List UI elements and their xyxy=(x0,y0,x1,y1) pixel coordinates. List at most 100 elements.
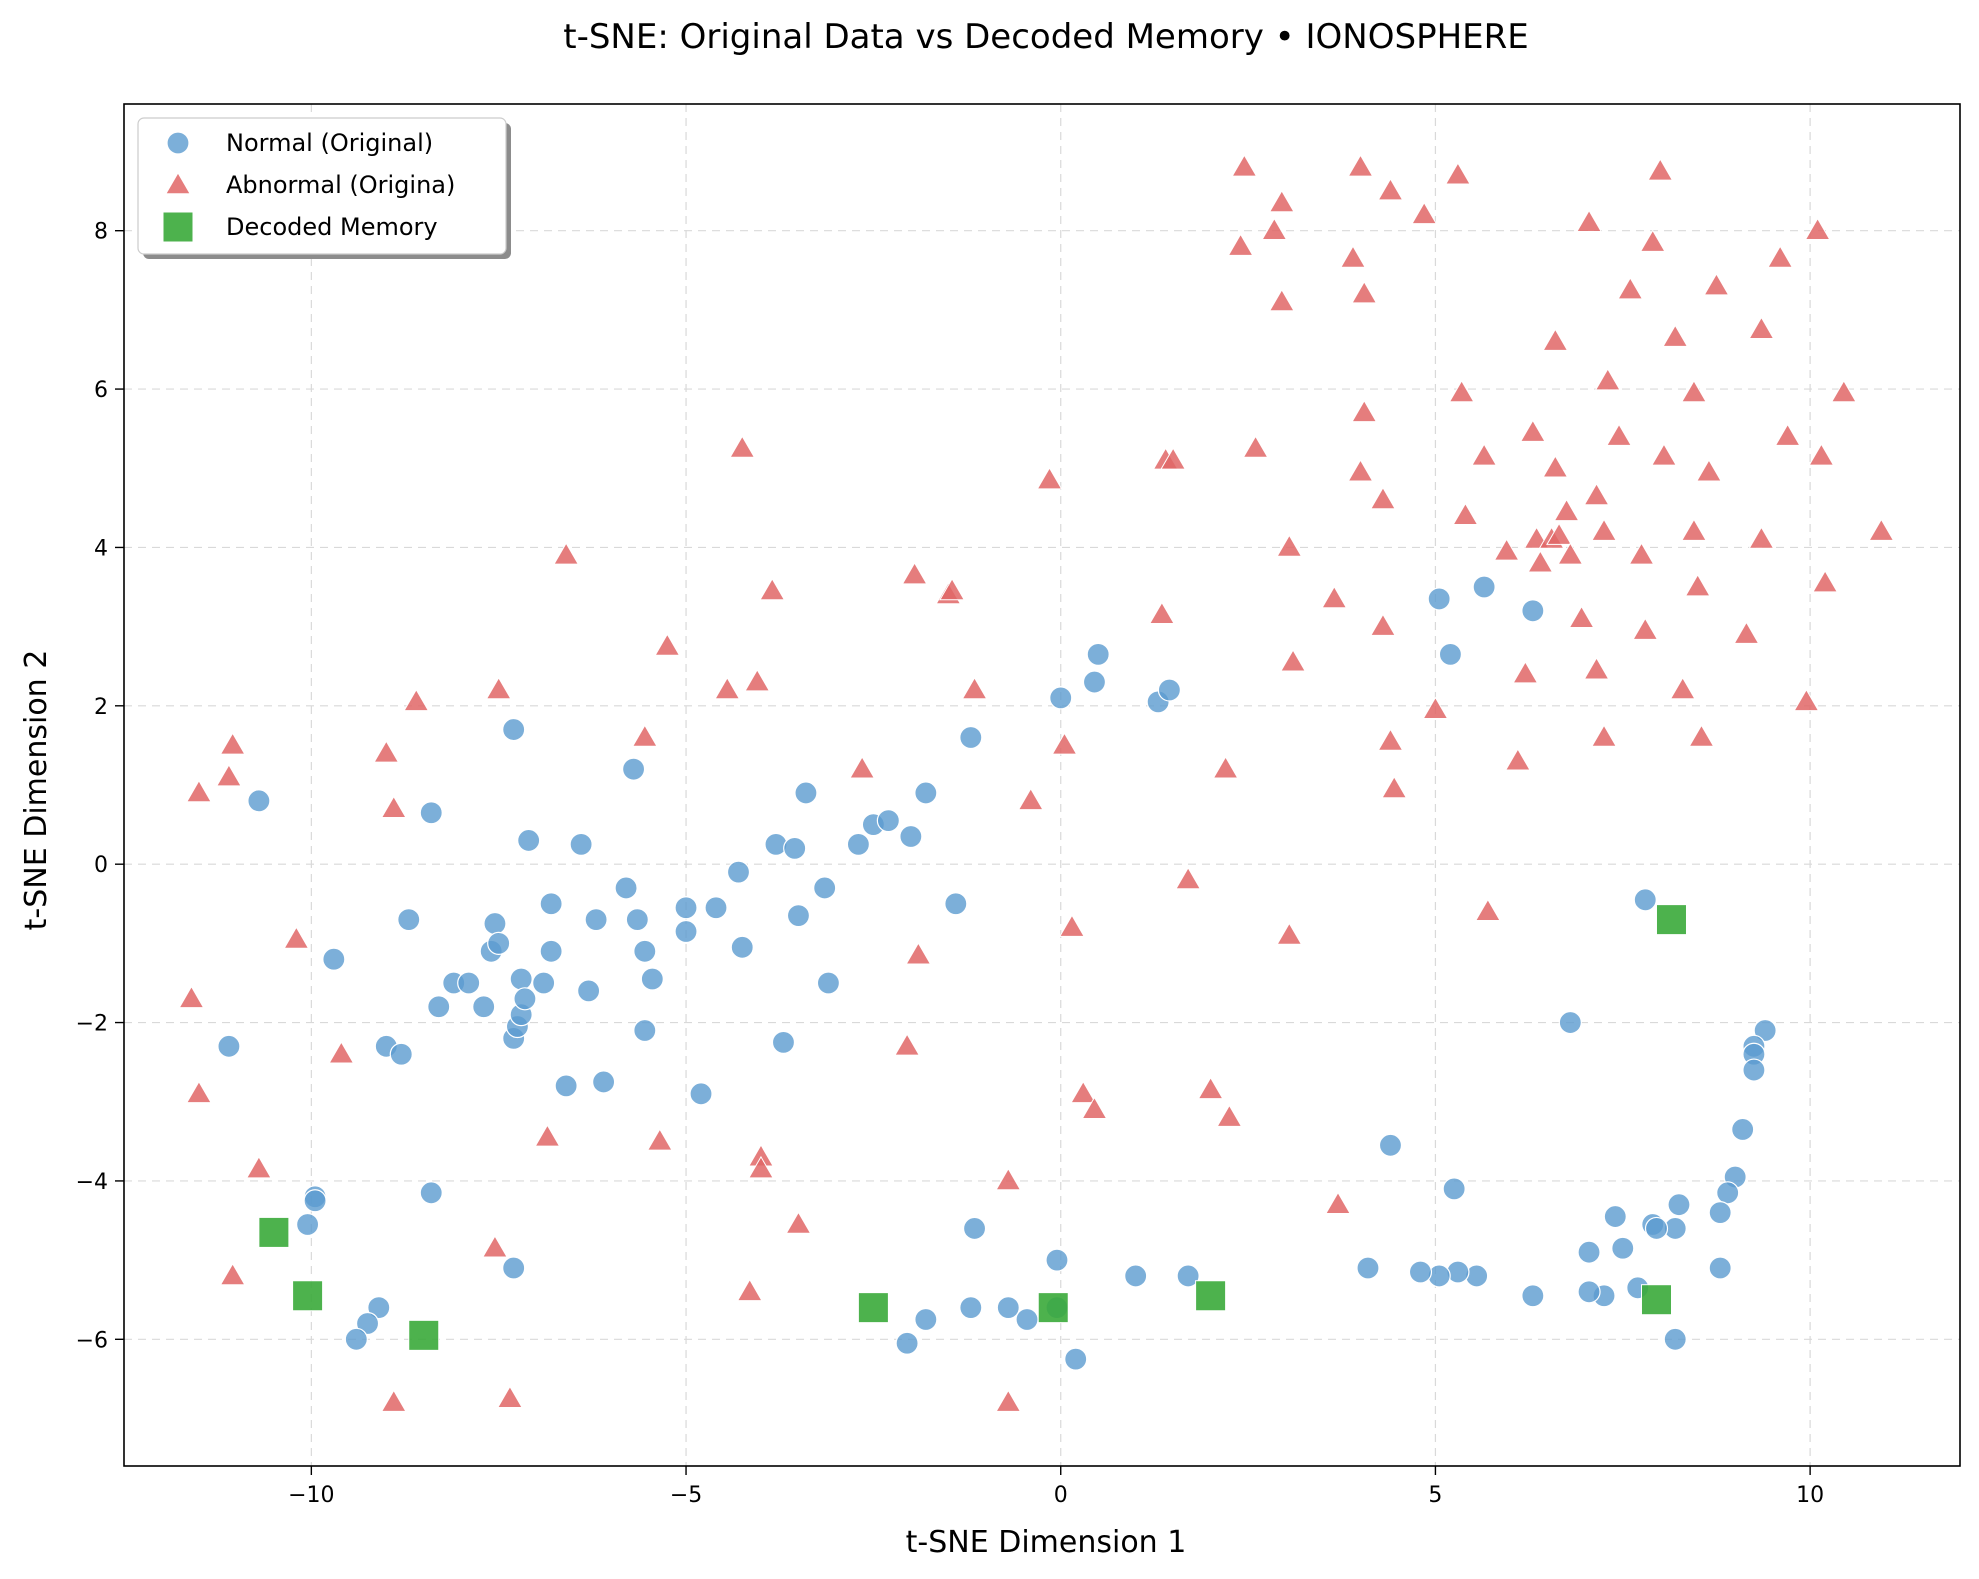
normal-original-point xyxy=(914,1307,938,1332)
plot-frame xyxy=(123,103,1961,1467)
normal-original-point xyxy=(487,931,511,955)
normal-original-point xyxy=(1064,1347,1088,1371)
normal-original-point xyxy=(502,1256,526,1280)
normal-original-point xyxy=(344,1327,368,1351)
normal-original-point xyxy=(419,801,443,825)
abnormal-original-point xyxy=(1681,518,1707,541)
normal-original-point xyxy=(813,876,837,900)
x-axis-label: t-SNE Dimension 1 xyxy=(906,1525,1187,1560)
normal-original-point xyxy=(1045,1248,1069,1272)
abnormal-original-point xyxy=(1748,316,1775,339)
abnormal-original-point xyxy=(1546,522,1573,545)
legend-marker-square xyxy=(162,211,194,243)
y-tick-label: −2 xyxy=(76,1012,108,1037)
abnormal-original-point xyxy=(1370,486,1396,510)
normal-original-point xyxy=(427,995,451,1019)
normal-original-point xyxy=(1708,1256,1732,1280)
normal-original-point xyxy=(674,919,698,944)
decoded-memory-point xyxy=(857,1292,889,1324)
data-points xyxy=(178,154,1895,1412)
normal-original-point xyxy=(1708,1201,1732,1225)
abnormal-original-point xyxy=(1594,368,1621,391)
x-tick-label: −10 xyxy=(288,1483,334,1508)
normal-original-point xyxy=(1521,1284,1545,1308)
y-tick-label: 6 xyxy=(94,378,108,403)
normal-original-point xyxy=(472,995,496,1019)
normal-original-point xyxy=(1667,1193,1691,1217)
normal-original-point xyxy=(532,971,556,995)
y-tick-label: 8 xyxy=(94,220,108,245)
normal-original-point xyxy=(1753,1018,1777,1043)
abnormal-original-point xyxy=(1411,201,1438,225)
abnormal-original-point xyxy=(1448,379,1475,403)
abnormal-original-point xyxy=(1591,724,1618,747)
normal-original-point xyxy=(704,896,728,920)
abnormal-original-point xyxy=(1351,399,1378,423)
decoded-memory-point xyxy=(1037,1292,1069,1324)
abnormal-original-point xyxy=(1684,573,1711,597)
normal-original-point xyxy=(554,1074,578,1098)
normal-original-point xyxy=(584,908,608,932)
normal-original-point xyxy=(1082,670,1107,694)
abnormal-original-point xyxy=(961,676,988,700)
normal-original-point xyxy=(1742,1058,1766,1082)
abnormal-original-point xyxy=(1774,423,1801,446)
normal-original-point xyxy=(569,832,593,856)
normal-original-point xyxy=(1446,1260,1470,1284)
normal-original-point xyxy=(296,1212,320,1237)
normal-original-point xyxy=(1015,1307,1039,1332)
normal-original-point xyxy=(1176,1264,1200,1288)
abnormal-original-point xyxy=(1639,229,1666,252)
normal-original-point xyxy=(1378,1133,1403,1157)
normal-original-point xyxy=(794,781,818,805)
normal-original-point xyxy=(895,1331,919,1355)
abnormal-original-point xyxy=(1280,649,1307,672)
normal-original-point xyxy=(1465,1264,1489,1288)
abnormal-original-point xyxy=(485,676,512,700)
abnormal-original-point xyxy=(1422,696,1449,720)
normal-original-point xyxy=(996,1296,1020,1320)
abnormal-original-point xyxy=(1175,866,1202,890)
abnormal-original-point xyxy=(1070,1080,1097,1104)
abnormal-original-point xyxy=(729,435,756,458)
normal-original-point xyxy=(730,935,754,959)
normal-original-point xyxy=(625,908,649,932)
abnormal-original-point xyxy=(185,779,212,803)
abnormal-original-point xyxy=(245,1155,272,1179)
normal-original-point xyxy=(764,832,788,856)
abnormal-original-point xyxy=(1651,443,1677,466)
abnormal-original-point xyxy=(283,926,310,949)
abnormal-original-point xyxy=(1695,459,1722,482)
normal-original-point xyxy=(1603,1204,1627,1229)
abnormal-original-point xyxy=(185,1080,212,1104)
abnormal-original-point xyxy=(496,1385,523,1408)
abnormal-original-point xyxy=(1231,154,1258,177)
normal-original-point xyxy=(1716,1181,1740,1205)
y-tick-label: 2 xyxy=(94,695,108,720)
normal-original-point xyxy=(1356,1256,1380,1280)
normal-original-point xyxy=(962,1216,987,1241)
abnormal-original-point xyxy=(534,1124,561,1147)
abnormal-original-point xyxy=(1051,732,1078,755)
abnormal-original-point xyxy=(714,676,741,700)
y-tick-label: −6 xyxy=(76,1328,108,1353)
normal-original-point xyxy=(502,717,526,742)
abnormal-original-point xyxy=(1527,550,1554,573)
normal-original-point xyxy=(367,1296,391,1320)
abnormal-original-point xyxy=(1662,324,1689,347)
abnormal-original-point xyxy=(1377,728,1404,751)
abnormal-original-point xyxy=(1017,787,1044,811)
normal-original-point xyxy=(1427,587,1451,611)
normal-original-point xyxy=(914,781,938,805)
normal-original-point xyxy=(816,971,841,995)
axis-ticks: −10 −5 0 5 10 −6 −4 −2 0 2 4 6 8 xyxy=(76,220,1825,1508)
normal-original-point xyxy=(592,1070,616,1094)
abnormal-original-point xyxy=(1081,1096,1108,1119)
normal-original-point xyxy=(786,904,811,928)
normal-original-point xyxy=(614,876,638,900)
normal-original-point xyxy=(513,987,537,1011)
abnormal-original-point xyxy=(1471,443,1498,466)
grid-lines xyxy=(124,104,1960,1466)
abnormal-original-point xyxy=(631,724,658,747)
abnormal-original-point xyxy=(1557,542,1584,565)
